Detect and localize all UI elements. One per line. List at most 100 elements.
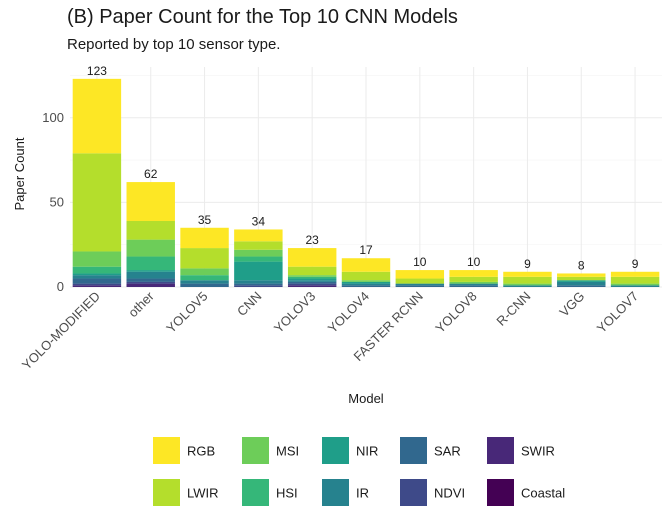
x-axis-ticks: YOLO-MODIFIED other YOLOV5 CNN YOLOV3 YOLOV4F… <box>19 288 641 373</box>
x-tick-label: R-CNN <box>493 289 533 329</box>
bar-total-label: 8 <box>578 258 585 272</box>
x-tick-label: VGG <box>556 289 587 320</box>
bar-segment-lwir <box>395 278 445 284</box>
y-axis-title: Paper Count <box>12 137 27 210</box>
y-tick-label: 0 <box>57 279 64 294</box>
bar-segment-msi <box>341 280 391 282</box>
legend-key-coastal <box>487 479 514 506</box>
bar-segment-sar <box>395 285 445 287</box>
legend-label-ir: IR <box>356 486 369 501</box>
bar-total-label: 23 <box>306 233 320 247</box>
bar-segment-nir <box>126 270 175 272</box>
bar-segment-rgb <box>610 271 660 277</box>
bar-total-label: 123 <box>87 64 107 78</box>
bar-segment-lwir <box>126 221 175 240</box>
bar-segment-sar <box>180 283 229 287</box>
bar-segment-nir <box>234 261 283 281</box>
bar-segment-rgb <box>395 270 445 279</box>
bar-segment-sar <box>341 285 391 287</box>
legend-label-msi: MSI <box>276 444 299 459</box>
bar-segment-ndvi <box>126 281 175 284</box>
bar-segment-nir <box>287 278 337 281</box>
x-tick-label: other <box>125 288 157 320</box>
bar-segment-lwir <box>503 276 552 284</box>
bar-segment-hsi <box>234 256 283 262</box>
legend-key-nir <box>322 437 349 464</box>
x-tick-label: CNN <box>234 289 265 320</box>
bar-segment-hsi <box>180 275 229 281</box>
bar-segment-msi <box>287 275 337 277</box>
bar-segment-msi <box>503 283 552 286</box>
bar-segment-ir <box>610 285 660 287</box>
bar-segment-ir <box>503 285 552 287</box>
legend-label-nir: NIR <box>356 444 378 459</box>
chart-title: (B) Paper Count for the Top 10 CNN Model… <box>67 6 458 28</box>
bar-total-label: 34 <box>252 214 266 228</box>
legend-label-lwir: LWIR <box>187 486 219 501</box>
bar-segment-ir <box>395 283 445 286</box>
x-axis-title: Model <box>348 391 384 406</box>
bar-segment-rgb <box>449 270 498 277</box>
bar-segment-lwir <box>234 241 283 250</box>
legend-label-swir: SWIR <box>521 444 555 459</box>
bar-total-label: 9 <box>524 257 531 271</box>
bars <box>72 78 660 287</box>
bar-segment-nir <box>557 280 606 282</box>
bar-segment-lwir <box>341 271 391 281</box>
bar-segment-lwir <box>449 276 498 282</box>
bar-segment-ir <box>126 271 175 279</box>
bar-segment-sar <box>287 281 337 284</box>
bar-segment-nir <box>341 281 391 284</box>
bar-segment-lwir <box>72 153 122 252</box>
legend-key-rgb <box>153 437 180 464</box>
y-tick-label: 50 <box>50 194 64 209</box>
bar-segment-ndvi <box>72 283 122 286</box>
bar-segment-msi <box>610 283 660 286</box>
bar-segment-sar <box>126 278 175 282</box>
bar-segment-ir <box>341 283 391 286</box>
bar-segment-ir <box>557 281 606 286</box>
legend-key-hsi <box>242 479 269 506</box>
bar-segment-swir <box>72 285 122 287</box>
bar-segment-lwir <box>557 276 606 281</box>
bar-segment-hsi <box>287 276 337 279</box>
bar-segment-ndvi <box>234 285 283 287</box>
bar-segment-sar <box>557 285 606 287</box>
bar-segment-lwir <box>287 266 337 276</box>
legend-key-sar <box>400 437 427 464</box>
x-tick-label: YOLO-MODIFIED <box>19 289 103 373</box>
bar-segment-rgb <box>287 248 337 267</box>
bar-segment-sar <box>72 278 122 284</box>
bar-segment-lwir <box>610 276 660 284</box>
x-tick-label: YOLOV8 <box>432 289 479 336</box>
bar-labels: 123 62 35 34 23 17 10 10 9 8 9 <box>87 64 639 273</box>
bar-total-label: 9 <box>632 257 639 271</box>
bar-segment-rgb <box>180 227 229 249</box>
x-tick-label: YOLOV4 <box>325 289 372 336</box>
legend-label-ndvi: NDVI <box>434 486 465 501</box>
legend-key-lwir <box>153 479 180 506</box>
bar-total-label: 10 <box>413 255 427 269</box>
bar-segment-msi <box>234 249 283 257</box>
bar-segment-msi <box>126 239 175 257</box>
bar-segment-rgb <box>503 271 552 277</box>
bar-segment-swir <box>287 285 337 287</box>
bar-segment-nir <box>72 273 122 276</box>
bar-total-label: 10 <box>467 255 481 269</box>
bar-segment-ir <box>180 280 229 284</box>
legend-label-rgb: RGB <box>187 444 215 459</box>
x-tick-label: YOLOV3 <box>271 289 318 336</box>
y-axis-ticks: 0 50 100 <box>42 110 64 294</box>
legend-label-coastal: Coastal <box>521 486 565 501</box>
bar-segment-ir <box>449 283 498 286</box>
legend-key-ir <box>322 479 349 506</box>
bar-segment-rgb <box>126 182 175 221</box>
legend-key-ndvi <box>400 479 427 506</box>
bar-segment-msi <box>449 281 498 284</box>
bar-segment-msi <box>180 268 229 276</box>
bar-segment-sar <box>449 285 498 287</box>
bar-segment-rgb <box>234 229 283 242</box>
bar-segment-lwir <box>180 248 229 269</box>
legend-key-msi <box>242 437 269 464</box>
